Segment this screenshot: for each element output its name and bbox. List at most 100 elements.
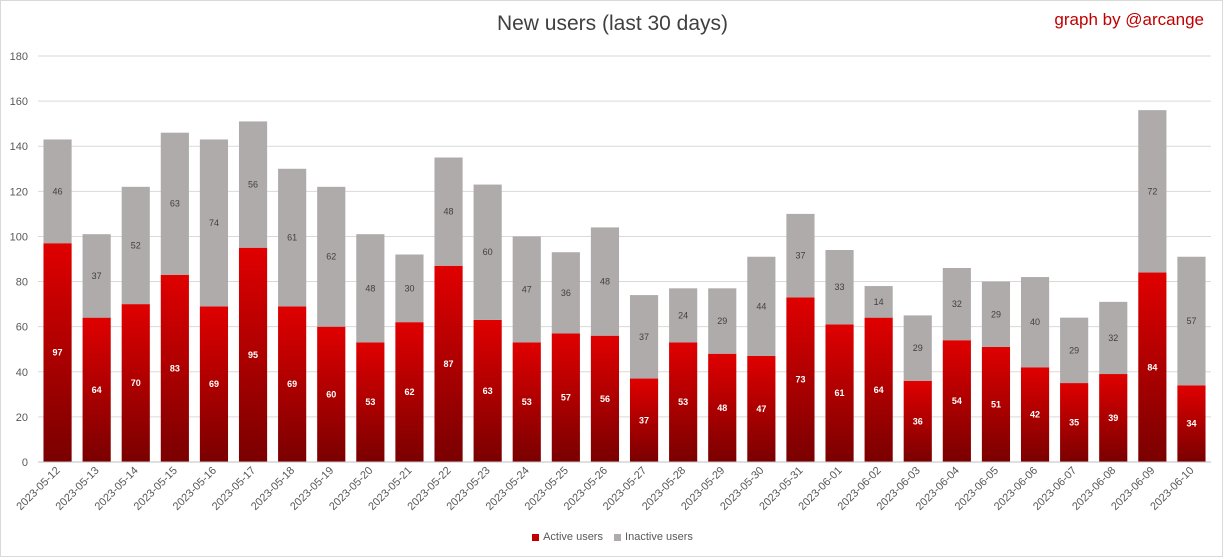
data-label-active: 54 [952,396,962,406]
data-label-inactive: 30 [404,283,414,293]
data-label-inactive: 29 [1069,345,1079,355]
data-label-active: 53 [678,397,688,407]
bar-active-users [786,297,815,462]
data-label-active: 35 [1069,418,1079,428]
data-label-active: 83 [170,363,180,373]
bar-active-users [590,335,620,462]
bar-active-users [356,342,385,462]
bar-active-users [160,274,189,462]
bar-inactive-users [825,249,854,325]
data-label-active: 39 [1108,413,1118,423]
bar-inactive-users [160,132,189,275]
bar-active-users [82,317,111,462]
bar-inactive-users [121,186,150,305]
data-label-inactive: 36 [561,288,571,298]
bar-active-users [199,306,229,462]
data-label-active: 87 [444,359,454,369]
data-label-active: 64 [92,385,102,395]
bar-inactive-users [82,234,111,318]
data-label-active: 53 [522,397,532,407]
bar-active-users [708,353,737,462]
data-label-inactive: 32 [1108,333,1118,343]
bar-active-users [121,304,150,462]
data-label-inactive: 33 [835,282,845,292]
bar-active-users [1138,272,1167,462]
data-label-inactive: 56 [248,180,258,190]
bar-inactive-users [708,288,737,354]
bar-inactive-users [278,168,307,307]
data-label-inactive: 48 [444,207,454,217]
data-label-active: 47 [756,404,766,414]
data-label-active: 69 [287,379,297,389]
y-tick-label: 0 [22,457,28,469]
data-label-inactive: 24 [678,310,688,320]
bar-active-users [629,378,659,462]
data-label-active: 34 [1186,419,1196,429]
bar-active-users [981,346,1011,462]
bar-inactive-users [238,121,268,248]
data-label-active: 56 [600,394,610,404]
data-label-inactive: 14 [874,297,884,307]
data-label-inactive: 60 [483,247,493,257]
y-tick-label: 60 [16,322,28,334]
data-label-active: 57 [561,393,571,403]
data-label-inactive: 52 [131,240,141,250]
data-label-active: 97 [53,348,63,358]
data-label-active: 63 [483,386,493,396]
data-label-inactive: 37 [639,332,649,342]
data-label-inactive: 37 [795,251,805,261]
data-label-active: 61 [835,388,845,398]
data-label-active: 70 [131,378,141,388]
bar-inactive-users [942,268,971,341]
bar-inactive-users [43,139,72,244]
y-tick-label: 20 [16,412,28,424]
data-label-active: 42 [1030,410,1040,420]
bar-active-users [278,306,307,462]
data-label-inactive: 29 [717,316,727,326]
bar-inactive-users [1138,110,1167,273]
data-label-inactive: 32 [952,299,962,309]
data-label-inactive: 46 [53,186,63,196]
y-tick-label: 160 [10,96,28,108]
data-label-active: 51 [991,399,1001,409]
y-tick-label: 180 [10,51,28,63]
data-label-active: 62 [404,387,414,397]
data-label-inactive: 29 [991,309,1001,319]
bar-inactive-users [199,139,229,307]
bar-active-users [1060,383,1089,462]
bar-active-users [434,265,463,462]
data-label-inactive: 48 [600,277,610,287]
data-label-inactive: 74 [209,218,219,228]
bar-inactive-users [629,295,659,379]
bar-active-users [903,380,932,462]
data-label-inactive: 72 [1147,186,1157,196]
bar-active-users [669,342,698,462]
bar-inactive-users [1060,317,1089,384]
data-label-inactive: 62 [326,252,336,262]
bar-active-users [864,317,893,462]
bar-active-users [1020,367,1050,462]
data-label-inactive: 44 [756,301,766,311]
bar-active-users [825,324,854,462]
data-label-inactive: 61 [287,233,297,243]
bar-active-users [747,355,776,462]
data-label-active: 53 [365,397,375,407]
legend-item-active: Active users [532,531,603,543]
bar-inactive-users [551,252,580,334]
bar-active-users [1099,374,1128,462]
y-tick-label: 100 [10,231,28,243]
y-tick-label: 80 [16,277,28,289]
bar-active-users [473,319,502,462]
data-label-inactive: 29 [913,343,923,353]
legend-label-active: Active users [543,531,603,543]
bar-inactive-users [1099,301,1128,375]
bar-inactive-users [981,281,1011,347]
legend-item-inactive: Inactive users [614,531,693,543]
data-label-inactive: 37 [92,271,102,281]
bar-inactive-users [903,315,932,381]
bar-inactive-users [434,157,463,266]
data-label-active: 84 [1147,362,1157,372]
bar-inactive-users [356,234,385,343]
legend-label-inactive: Inactive users [625,531,693,543]
bar-inactive-users [1177,256,1206,386]
